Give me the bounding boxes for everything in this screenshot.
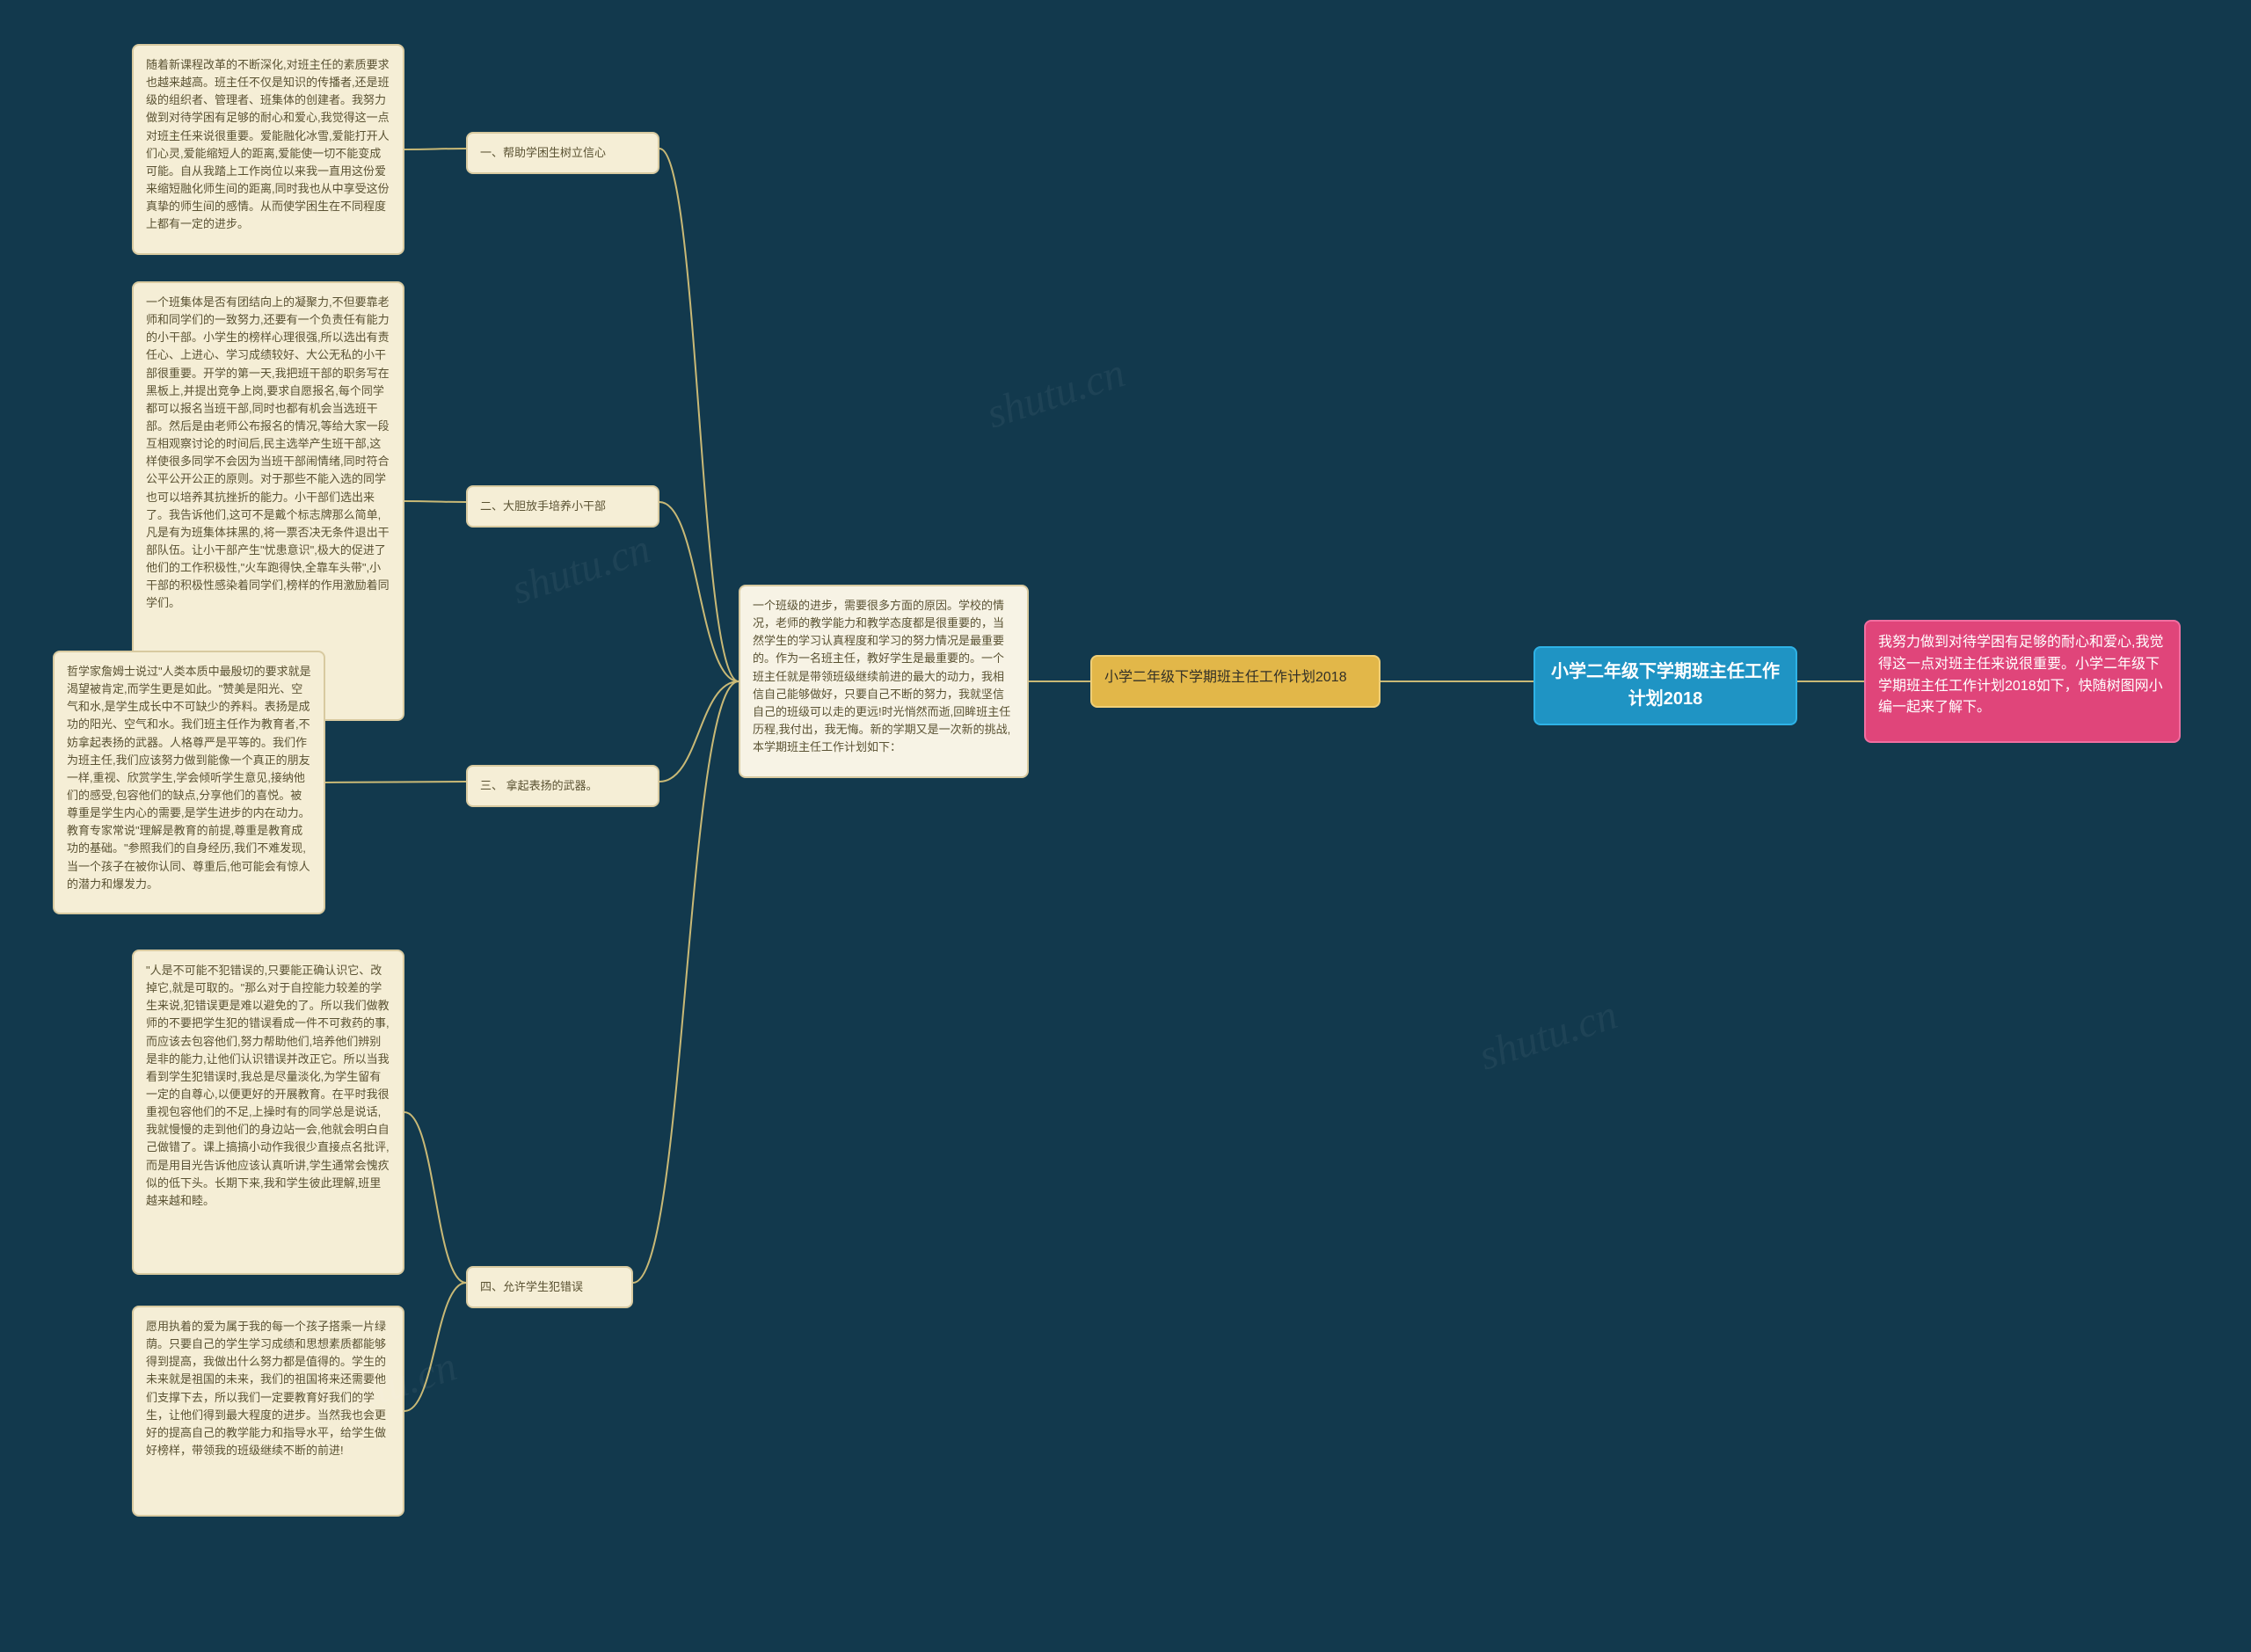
b3[interactable]: 三、 拿起表扬的武器。	[466, 765, 659, 807]
watermark: shutu.cn	[980, 348, 1130, 438]
leaf1-label: 随着新课程改革的不断深化,对班主任的素质要求也越来越高。班主任不仅是知识的传播者…	[146, 58, 390, 230]
b3-label: 三、 拿起表扬的武器。	[480, 779, 598, 792]
leaf4b-label: 愿用执着的爱为属于我的每一个孩子搭乘一片绿荫。只要自己的学生学习成绩和思想素质都…	[146, 1320, 386, 1457]
leaf4a-label: "人是不可能不犯错误的,只要能正确认识它、改掉它,就是可取的。"那么对于自控能力…	[146, 964, 390, 1207]
b1-label: 一、帮助学困生树立信心	[480, 146, 606, 159]
pink-label: 我努力做到对待学困有足够的耐心和爱心,我觉得这一点对班主任来说很重要。小学二年级…	[1878, 635, 2163, 715]
context-label: 一个班级的进步，需要很多方面的原因。学校的情况，老师的教学能力和教学态度都是很重…	[753, 599, 1010, 753]
b1[interactable]: 一、帮助学困生树立信心	[466, 132, 659, 174]
b4-label: 四、允许学生犯错误	[480, 1280, 583, 1293]
leaf3a-label: 哲学家詹姆士说过"人类本质中最殷切的要求就是渴望被肯定,而学生更是如此。"赞美是…	[67, 665, 311, 891]
leaf3a[interactable]: 哲学家詹姆士说过"人类本质中最殷切的要求就是渴望被肯定,而学生更是如此。"赞美是…	[53, 651, 325, 914]
leaf4b[interactable]: 愿用执着的爱为属于我的每一个孩子搭乘一片绿荫。只要自己的学生学习成绩和思想素质都…	[132, 1306, 404, 1517]
leaf4a[interactable]: "人是不可能不犯错误的,只要能正确认识它、改掉它,就是可取的。"那么对于自控能力…	[132, 950, 404, 1275]
yellow[interactable]: 小学二年级下学期班主任工作计划2018	[1090, 655, 1380, 708]
b2-label: 二、大胆放手培养小干部	[480, 499, 606, 513]
watermark: shutu.cn	[1473, 990, 1622, 1080]
title[interactable]: 小学二年级下学期班主任工作计划2018	[1533, 646, 1797, 725]
leaf1[interactable]: 随着新课程改革的不断深化,对班主任的素质要求也越来越高。班主任不仅是知识的传播者…	[132, 44, 404, 255]
title-label: 小学二年级下学期班主任工作计划2018	[1548, 659, 1783, 713]
watermark: shutu.cn	[506, 524, 655, 614]
b4[interactable]: 四、允许学生犯错误	[466, 1266, 633, 1308]
pink[interactable]: 我努力做到对待学困有足够的耐心和爱心,我觉得这一点对班主任来说很重要。小学二年级…	[1864, 620, 2181, 743]
leaf2-label: 一个班集体是否有团结向上的凝聚力,不但要靠老师和同学们的一致努力,还要有一个负责…	[146, 295, 390, 609]
yellow-label: 小学二年级下学期班主任工作计划2018	[1104, 670, 1347, 685]
b2[interactable]: 二、大胆放手培养小干部	[466, 485, 659, 528]
context[interactable]: 一个班级的进步，需要很多方面的原因。学校的情况，老师的教学能力和教学态度都是很重…	[739, 585, 1029, 778]
